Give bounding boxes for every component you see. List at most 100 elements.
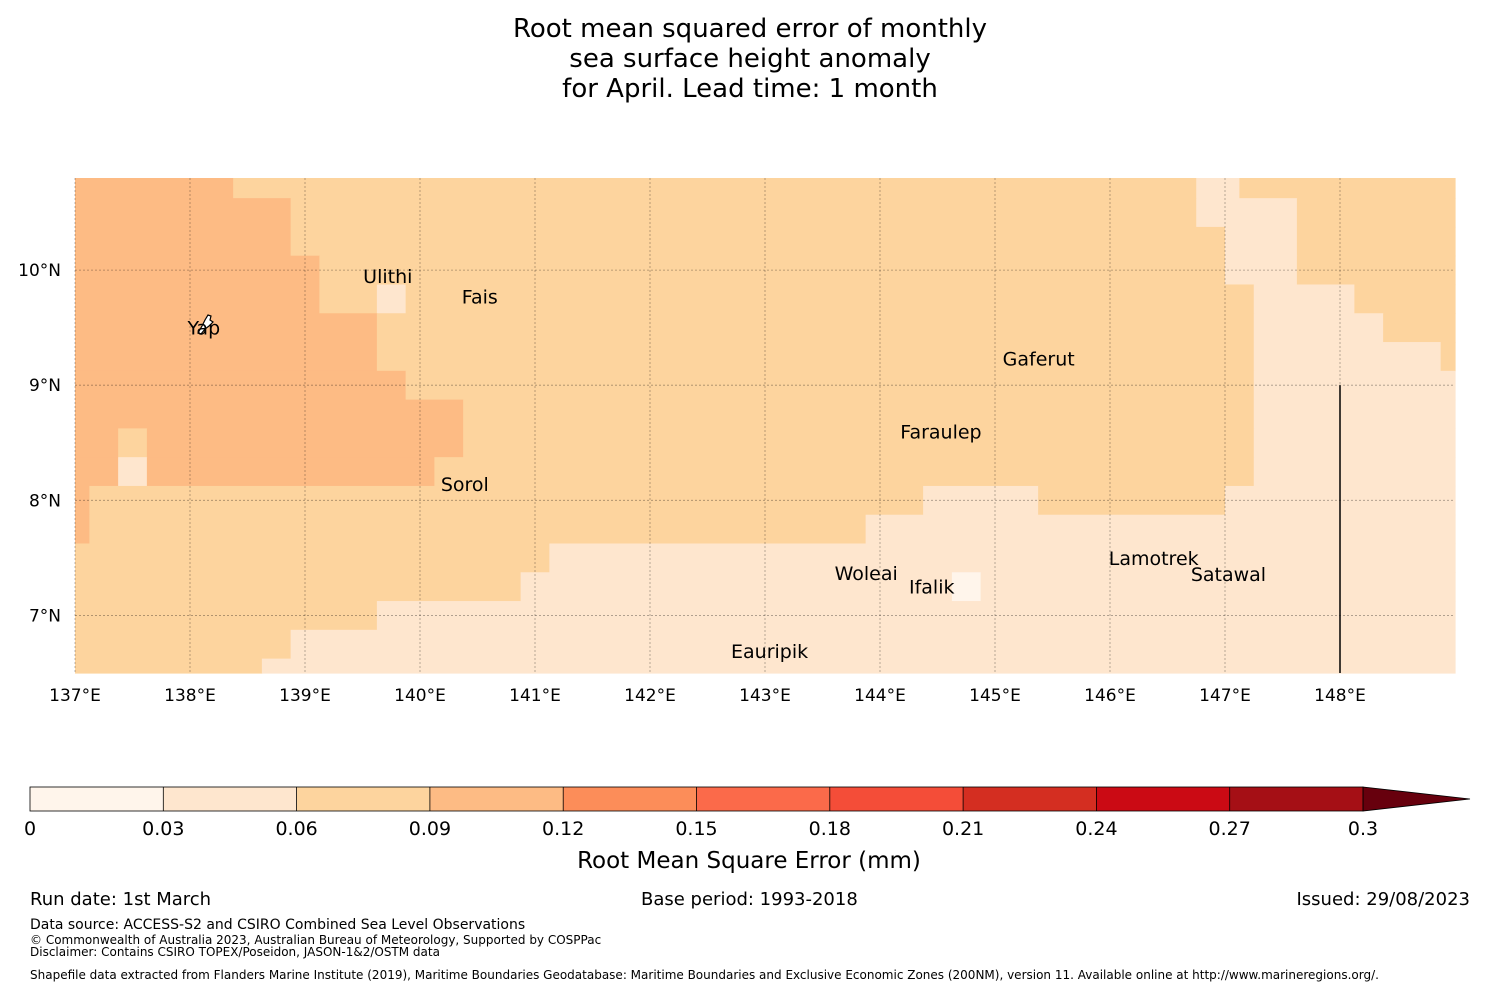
- colorbar-label: Root Mean Square Error (mm): [577, 848, 921, 874]
- place-label: Fais: [462, 287, 498, 309]
- title-line-1: Root mean squared error of monthly: [512, 14, 988, 44]
- field-cell: [146, 428, 464, 458]
- lon-tick-label: 142°E: [624, 686, 676, 706]
- field-cell: [1296, 255, 1456, 286]
- copyright: © Commonwealth of Australia 2023, Austra…: [30, 933, 602, 947]
- field-cell: [1253, 284, 1355, 314]
- colorbar-swatch: [1096, 787, 1231, 811]
- field-cell: [1196, 198, 1298, 228]
- field-cell: [75, 255, 320, 286]
- field-cell: [75, 399, 464, 429]
- field-cell: [75, 284, 320, 314]
- field-cell: [75, 198, 292, 228]
- colorbar-tick-label: 0.27: [1209, 818, 1251, 840]
- colorbar-tick-label: 0.18: [809, 818, 851, 840]
- colorbar-tick-label: 0.06: [275, 818, 317, 840]
- field-cell: [1196, 178, 1240, 199]
- colorbar-swatch: [296, 787, 431, 811]
- colorbar-tick-label: 0.21: [942, 818, 984, 840]
- field-cell: [75, 543, 550, 573]
- field-cell: [290, 226, 1226, 257]
- lon-tick-label: 143°E: [739, 686, 791, 706]
- field-cell: [75, 485, 90, 516]
- field-cell: [75, 658, 263, 674]
- field-cell: [75, 178, 234, 199]
- colorbar-swatch: [696, 787, 831, 811]
- colorbar-tick-label: 0.15: [675, 818, 717, 840]
- field-cell: [319, 284, 378, 314]
- place-labels: Yap Ulithi Fais Gaferut Faraulep Sorol Woleai I…: [186, 266, 1266, 663]
- lat-tick-label: 10°N: [18, 261, 61, 281]
- place-label: Ifalik: [909, 577, 955, 599]
- colorbar-swatch: [1229, 787, 1364, 811]
- colorbar-tick-label: 0.03: [142, 818, 184, 840]
- title-line-3: for April. Lead time: 1 month: [562, 74, 938, 104]
- field-cell: [980, 572, 1456, 602]
- place-label: Lamotrek: [1109, 548, 1199, 570]
- field-cell: [1253, 399, 1456, 429]
- field-cell: [376, 284, 407, 314]
- place-label: Sorol: [441, 474, 489, 496]
- field-cell: [1225, 255, 1298, 286]
- place-label: Faraulep: [900, 421, 981, 443]
- lon-tick-label: 145°E: [969, 686, 1021, 706]
- place-label: Satawal: [1191, 564, 1266, 586]
- field-cell: [1383, 313, 1456, 343]
- lon-tick-label: 147°E: [1199, 686, 1251, 706]
- lon-tick-label: 141°E: [509, 686, 561, 706]
- colorbar-swatch: [563, 787, 697, 811]
- colorbar-swatch: [963, 787, 1097, 811]
- issued-date: Issued: 29/08/2023: [1296, 889, 1470, 910]
- field-cell: [75, 629, 292, 660]
- shapefile-credit: Shapefile data extracted from Flanders M…: [30, 968, 1379, 982]
- field-cell: [376, 313, 1255, 343]
- colorbar-tick-label: 0.09: [409, 818, 451, 840]
- lat-tick-label: 8°N: [29, 491, 61, 511]
- field-cell: [89, 485, 924, 516]
- field-cell: [75, 514, 90, 545]
- disclaimer: Disclaimer: Contains CSIRO TOPEX/Poseido…: [30, 945, 440, 959]
- field-cell: [951, 572, 982, 602]
- field-cell: [923, 485, 1039, 516]
- field-cell: [563, 178, 1197, 199]
- place-label: Ulithi: [363, 266, 412, 288]
- lon-tick-label: 138°E: [164, 686, 216, 706]
- lon-tick-label: 144°E: [854, 686, 906, 706]
- field-cell: [1253, 428, 1456, 458]
- field-cell: [434, 457, 1255, 487]
- field-cell: [89, 514, 867, 545]
- field-cell: [290, 629, 1456, 660]
- colorbar-swatch: [429, 787, 564, 811]
- run-date: Run date: 1st March: [30, 889, 212, 910]
- field-cell: [75, 601, 378, 631]
- field-cell: [405, 370, 1255, 401]
- colorbar-tick-label: 0.24: [1075, 818, 1117, 840]
- lon-tick-label: 137°E: [49, 686, 101, 706]
- field-cell: [376, 601, 1456, 631]
- field-cell: [118, 428, 148, 458]
- field-cell: [1311, 178, 1456, 199]
- field-cell: [290, 198, 1197, 228]
- field-cell: [118, 457, 148, 487]
- data-source: Data source: ACCESS-S2 and CSIRO Combine…: [30, 917, 526, 933]
- place-label: Woleai: [835, 563, 898, 585]
- map-title: Root mean squared error of monthly sea s…: [0, 14, 1500, 104]
- field-cell: [75, 342, 378, 372]
- field-cell: [1440, 342, 1456, 372]
- field-cell: [319, 255, 1226, 286]
- field-cell: [376, 342, 1255, 372]
- field-cell: [75, 428, 119, 458]
- field-cell: [405, 284, 1255, 314]
- axis-ticks: 137°E 138°E 139°E 140°E 141°E 142°E 143°E 144°E…: [18, 261, 1366, 706]
- lon-tick-label: 146°E: [1084, 686, 1136, 706]
- field-cell: [1239, 178, 1312, 199]
- field-cell: [261, 658, 1456, 674]
- field-cell: [75, 572, 522, 602]
- graticule: [74, 178, 1455, 673]
- colorbar-swatch: [163, 787, 298, 811]
- colorbar-swatch: [30, 787, 164, 811]
- place-label: Gaferut: [1003, 349, 1075, 371]
- field-cell: [865, 514, 1456, 545]
- colorbar-extend-arrow: [1362, 786, 1471, 812]
- field-cell: [75, 457, 119, 487]
